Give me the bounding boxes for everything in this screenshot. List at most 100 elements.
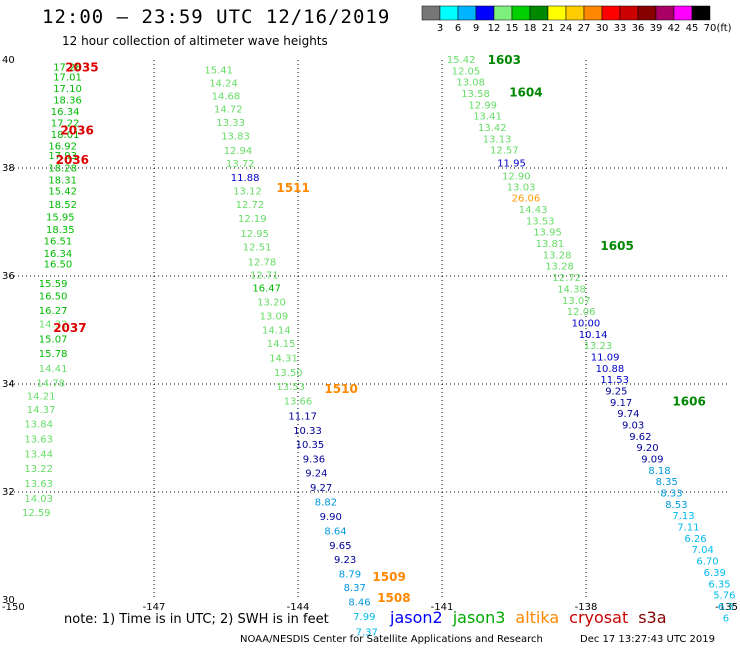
color-bin-33 (601, 5, 621, 21)
color-bin-label: 21 (542, 23, 555, 34)
wave-height-value: 10.14 (579, 330, 608, 341)
color-bin-42 (655, 5, 675, 21)
wave-height-value: 15.95 (46, 213, 75, 224)
track-jason3: 15.4212.0513.0813.5812.9913.4113.4213.13… (447, 55, 736, 624)
wave-height-value: 9.24 (305, 469, 327, 480)
wave-height-value: 9.62 (629, 432, 651, 443)
legend-jason3: jason3 (452, 608, 506, 627)
wave-height-value: 13.63 (24, 479, 53, 490)
wave-height-value: 8.37 (344, 583, 366, 594)
color-bin-45 (673, 5, 693, 21)
wave-height-value: 16.47 (252, 283, 281, 294)
color-bin-label: 6 (455, 23, 461, 34)
wave-height-value: 11.53 (600, 375, 629, 386)
wave-height-value: 9.03 (622, 421, 644, 432)
pass-time-label: 1508 (377, 591, 410, 605)
wave-height-value: 14.15 (267, 339, 296, 350)
wave-height-value: 13.72 (226, 159, 255, 170)
wave-height-value: 6.39 (704, 568, 726, 579)
wave-height-value: 6.26 (684, 534, 706, 545)
color-bin-label: 33 (614, 23, 627, 34)
lat-label: 30 (2, 595, 15, 606)
wave-height-value: 7.11 (677, 523, 699, 534)
wave-height-value: 8.79 (339, 570, 361, 581)
color-bin-36 (619, 5, 639, 21)
wave-height-value: 13.28 (543, 250, 572, 261)
color-bin-12 (475, 5, 495, 21)
wave-height-value: 12.95 (240, 229, 269, 240)
wave-height-value: 14.31 (269, 354, 298, 365)
wave-height-value: 14.14 (262, 325, 291, 336)
lat-label: 32 (2, 487, 15, 498)
wave-height-value: 9.27 (310, 483, 332, 494)
wave-height-value: 14.78 (36, 378, 65, 389)
wave-height-value: 6.70 (696, 557, 718, 568)
color-bin-label: 12 (488, 23, 501, 34)
wave-height-value: 13.63 (24, 435, 53, 446)
wave-height-value: 26.06 (512, 194, 541, 205)
lon-label: -144 (287, 602, 310, 613)
wave-height-value: 18.36 (53, 95, 82, 106)
wave-height-value: 8.18 (648, 466, 670, 477)
pass-time-label: 1604 (509, 85, 542, 99)
pass-time-label: 1603 (488, 53, 521, 67)
wave-height-value: 11.88 (231, 173, 260, 184)
wave-height-value: 14.37 (27, 405, 56, 416)
satellite-legend: jason2 jason3 altika cryosat s3a (390, 608, 677, 627)
pass-time-label: 1509 (372, 570, 405, 584)
color-bin-label: 15 (506, 23, 519, 34)
wave-height-value: 13.12 (233, 187, 262, 198)
wave-height-value: 14.21 (27, 391, 56, 402)
wave-height-value: 13.03 (507, 182, 536, 193)
lon-label: -138 (575, 602, 598, 613)
wave-height-value: 13.53 (526, 216, 555, 227)
lon-label: -150 (2, 602, 25, 613)
wave-height-value: 13.58 (461, 89, 490, 100)
wave-height-value: 6.3 (718, 602, 734, 613)
wave-height-value: 17.28 (53, 62, 82, 73)
wave-height-value: 14.41 (39, 364, 68, 375)
wave-height-value: 14.38 (557, 284, 586, 295)
wave-height-value: 16.50 (39, 291, 68, 302)
wave-height-value: 16.92 (48, 141, 77, 152)
wave-height-value: 14.68 (212, 92, 241, 103)
wave-height-value: 18.01 (51, 130, 80, 141)
legend-cryosat: cryosat (569, 608, 629, 627)
pass-time-label: 1605 (600, 239, 633, 253)
lon-label: -147 (143, 602, 166, 613)
lat-label: 36 (2, 271, 15, 282)
color-bin-label: 24 (560, 23, 573, 34)
wave-height-value: 14.43 (519, 205, 548, 216)
wave-height-value: 9.36 (303, 455, 325, 466)
lat-label: 38 (2, 163, 15, 174)
wave-height-value: 12.90 (502, 172, 531, 183)
wave-height-value: 13.33 (216, 118, 245, 129)
color-bin-label: 27 (578, 23, 591, 34)
color-scale-legend: 3 6 9 12 15 18 21 24 27 30 33 36 39 42 45 70 (ft) (421, 5, 732, 34)
color-bin-label: 39 (650, 23, 663, 34)
wave-height-value: 14.24 (209, 79, 238, 90)
wave-height-value: 14.03 (24, 494, 53, 505)
wave-height-value: 18.28 (48, 163, 77, 174)
wave-height-value: 16.34 (44, 249, 73, 260)
wave-height-value: 5.76 (713, 591, 735, 602)
lat-lon-grid (10, 60, 730, 600)
wave-height-value: 6.35 (708, 579, 730, 590)
wave-height-value: 11.09 (591, 352, 620, 363)
wave-height-value: 12.99 (468, 100, 497, 111)
wave-height-value: 17.10 (53, 84, 82, 95)
wave-height-value: 10.35 (296, 440, 325, 451)
color-bin-15 (493, 5, 513, 21)
wave-height-value: 12.59 (22, 508, 51, 519)
wave-height-value: 12.71 (250, 270, 279, 281)
wave-height-value: 16.50 (44, 260, 73, 271)
wave-height-tracks: 17.2817.0117.1018.3616.3417.2218.0116.92… (22, 55, 735, 638)
color-bin-label: 9 (473, 23, 479, 34)
wave-height-value: 9.74 (617, 409, 639, 420)
wave-height-value: 7.99 (353, 612, 375, 623)
color-bin-39 (637, 5, 657, 21)
color-bin-6 (439, 5, 459, 21)
wave-height-value: 9.23 (334, 555, 356, 566)
page-title: 12:00 — 23:59 UTC 12/16/2019 (42, 6, 391, 28)
wave-height-value: 13.41 (473, 112, 502, 123)
